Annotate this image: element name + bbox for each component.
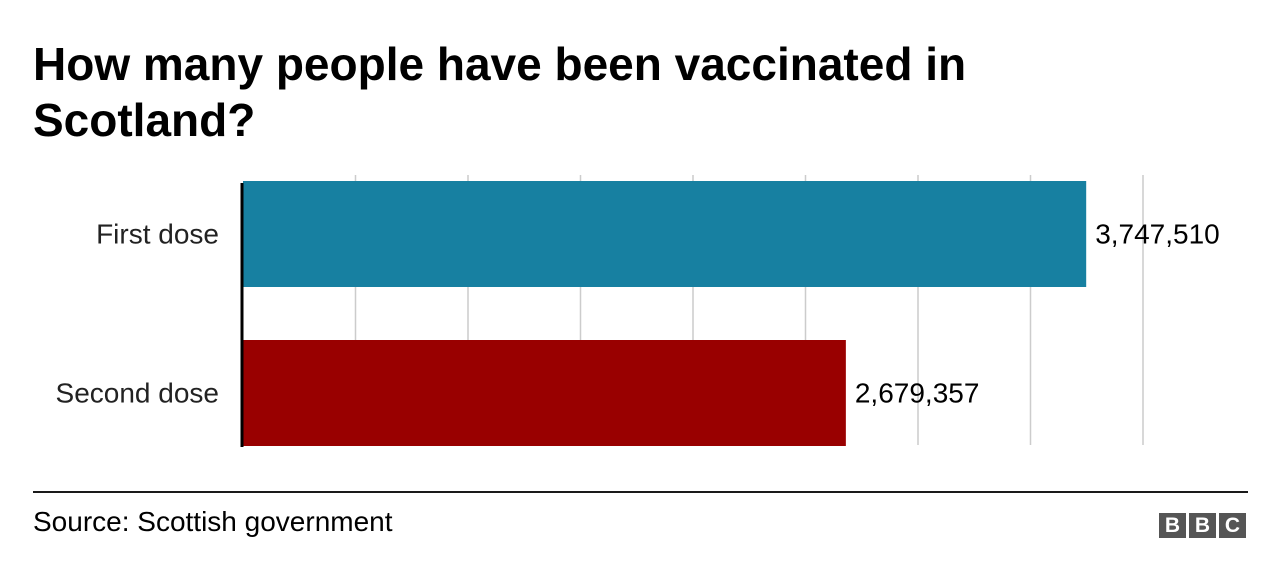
footer-divider <box>33 491 1248 493</box>
chart-title: How many people have been vaccinated in … <box>33 38 967 146</box>
category-label: First dose <box>96 219 219 250</box>
logo-letter: B <box>1189 513 1216 538</box>
source-note: Source: Scottish government <box>33 506 393 537</box>
value-label: 3,747,510 <box>1095 219 1220 250</box>
bar-chart: First dose 3,747,510 Second dose 2,679,357 <box>56 175 1220 447</box>
bar <box>243 340 846 446</box>
logo-letter: C <box>1219 513 1246 538</box>
bar <box>243 181 1087 287</box>
logo-letter: B <box>1159 513 1186 538</box>
bbc-logo: B B C <box>1159 513 1246 538</box>
category-label: Second dose <box>56 378 219 409</box>
value-label: 2,679,357 <box>855 378 980 409</box>
